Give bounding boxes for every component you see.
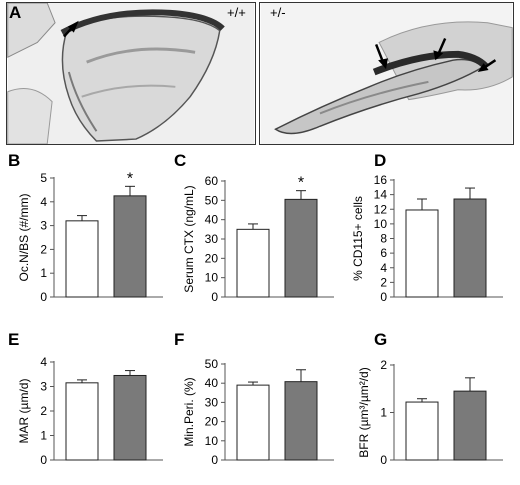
micrograph-heterozygous-image [260,3,513,144]
y-tick-label-f: 30 [205,395,219,409]
y-tick-label-c: 10 [205,271,219,285]
y-tick-label-b: 3 [40,219,47,233]
bar-d-wildtype [405,209,439,298]
y-tick-label-f: 50 [205,357,219,371]
bar-e-wildtype [65,382,99,461]
y-axis-label-e: MAR (µm/d) [17,379,31,444]
panel-label-e: E [8,330,19,349]
y-tick-label-f: 10 [205,434,219,448]
y-tick-label-c: 20 [205,251,219,265]
y-axis-label-c: Serum CTX (ng/mL) [182,185,196,292]
y-tick-label-b: 4 [40,195,47,209]
y-tick-label-b: 0 [40,290,47,304]
y-tick-label-e: 0 [40,453,47,467]
y-axis-label-g: BFR (µm³/µm²/d) [357,367,371,457]
y-tick-label-d: 4 [380,261,387,275]
bar-c-heterozygous [284,198,318,298]
y-tick-label-c: 60 [205,174,219,188]
micrograph-wildtype-image [7,3,255,144]
panel-label-b: B [8,151,20,170]
panel-label-a: A [9,3,21,22]
y-tick-label-e: 4 [40,355,47,369]
y-tick-label-g: 0 [380,453,387,467]
bar-b-wildtype [65,220,99,298]
bar-g-wildtype [405,401,439,461]
y-tick-label-c: 40 [205,213,219,227]
arrow-indicator-icon [437,38,447,55]
y-tick-label-d: 12 [374,202,388,216]
y-tick-label-f: 0 [211,453,218,467]
micrograph-heterozygous [259,2,514,145]
y-tick-label-e: 3 [40,380,47,394]
bar-b-heterozygous [113,195,147,298]
y-tick-label-f: 20 [205,415,219,429]
y-tick-label-b: 5 [40,171,47,185]
y-tick-label-b: 2 [40,242,47,256]
bar-c-wildtype [236,228,270,298]
y-tick-label-c: 50 [205,193,219,207]
y-tick-label-d: 0 [380,290,387,304]
y-tick-label-f: 40 [205,376,219,390]
y-tick-label-d: 2 [380,275,387,289]
bar-g-heterozygous [453,390,487,461]
bar-f-heterozygous [284,381,318,461]
significance-marker-c: * [298,175,304,192]
y-tick-label-g: 1 [380,406,387,420]
panel-label-c: C [174,151,186,170]
bar-d-heterozygous [453,198,487,298]
genotype-label-heterozygous: +/- [270,5,286,20]
y-tick-label-d: 16 [374,173,388,187]
y-tick-label-e: 2 [40,404,47,418]
y-axis-label-b: Oc.N/BS (#/mm) [17,193,31,281]
y-tick-label-b: 1 [40,266,47,280]
bar-e-heterozygous [113,374,147,461]
y-tick-label-d: 10 [374,217,388,231]
panel-label-d: D [374,151,386,170]
panel-label-f: F [174,330,184,349]
significance-marker-b: * [127,170,133,187]
y-tick-label-d: 14 [374,188,388,202]
y-tick-label-c: 30 [205,232,219,246]
arrow-indicator-icon [374,43,385,63]
y-tick-label-g: 2 [380,358,387,372]
genotype-label-wildtype: +/+ [227,5,246,20]
y-axis-label-f: Min.Peri. (%) [182,377,196,446]
bar-f-wildtype [236,384,270,461]
y-tick-label-c: 0 [211,290,218,304]
panel-label-g: G [374,330,387,349]
y-tick-label-d: 8 [380,232,387,246]
micrograph-wildtype [6,2,256,145]
y-tick-label-e: 1 [40,429,47,443]
y-tick-label-d: 6 [380,246,387,260]
y-axis-label-d: % CD115+ cells [351,196,365,281]
